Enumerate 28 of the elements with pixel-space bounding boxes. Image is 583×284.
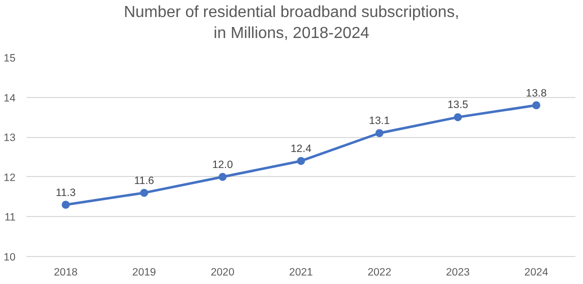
- x-tick-label: 2023: [446, 266, 470, 278]
- text: 13.8: [526, 87, 547, 100]
- x-tick-label: 2019: [132, 266, 156, 278]
- point: [62, 200, 70, 209]
- text: 12.4: [290, 142, 312, 155]
- x-tick-label: 2018: [54, 266, 78, 278]
- y-tick-label: 14: [4, 92, 16, 104]
- text: 13.5: [447, 99, 468, 112]
- text: 13.1: [369, 115, 390, 128]
- x-tick-label: 2024: [524, 266, 548, 278]
- chart-title: Number of residential broadband subscriptions, in Millions, 2018-2024: [122, 3, 460, 44]
- point: [140, 188, 148, 197]
- point: [297, 156, 305, 165]
- text: 11.3: [56, 186, 76, 199]
- y-tick-label: 13: [4, 132, 16, 144]
- y-tick-label: 11: [4, 212, 16, 224]
- x-tick-label: 2022: [368, 266, 392, 278]
- y-tick-label: 15: [4, 52, 16, 64]
- x-tick-label: 2021: [289, 266, 313, 278]
- x-tick-label: 2020: [210, 266, 234, 278]
- y-tick-label: 10: [4, 252, 16, 264]
- point: [454, 113, 462, 122]
- point: [532, 101, 540, 110]
- y-tick-label: 12: [4, 172, 16, 184]
- point: [375, 129, 384, 138]
- text: 11.6: [134, 174, 154, 187]
- point: [218, 172, 227, 181]
- text: 12.0: [212, 158, 233, 171]
